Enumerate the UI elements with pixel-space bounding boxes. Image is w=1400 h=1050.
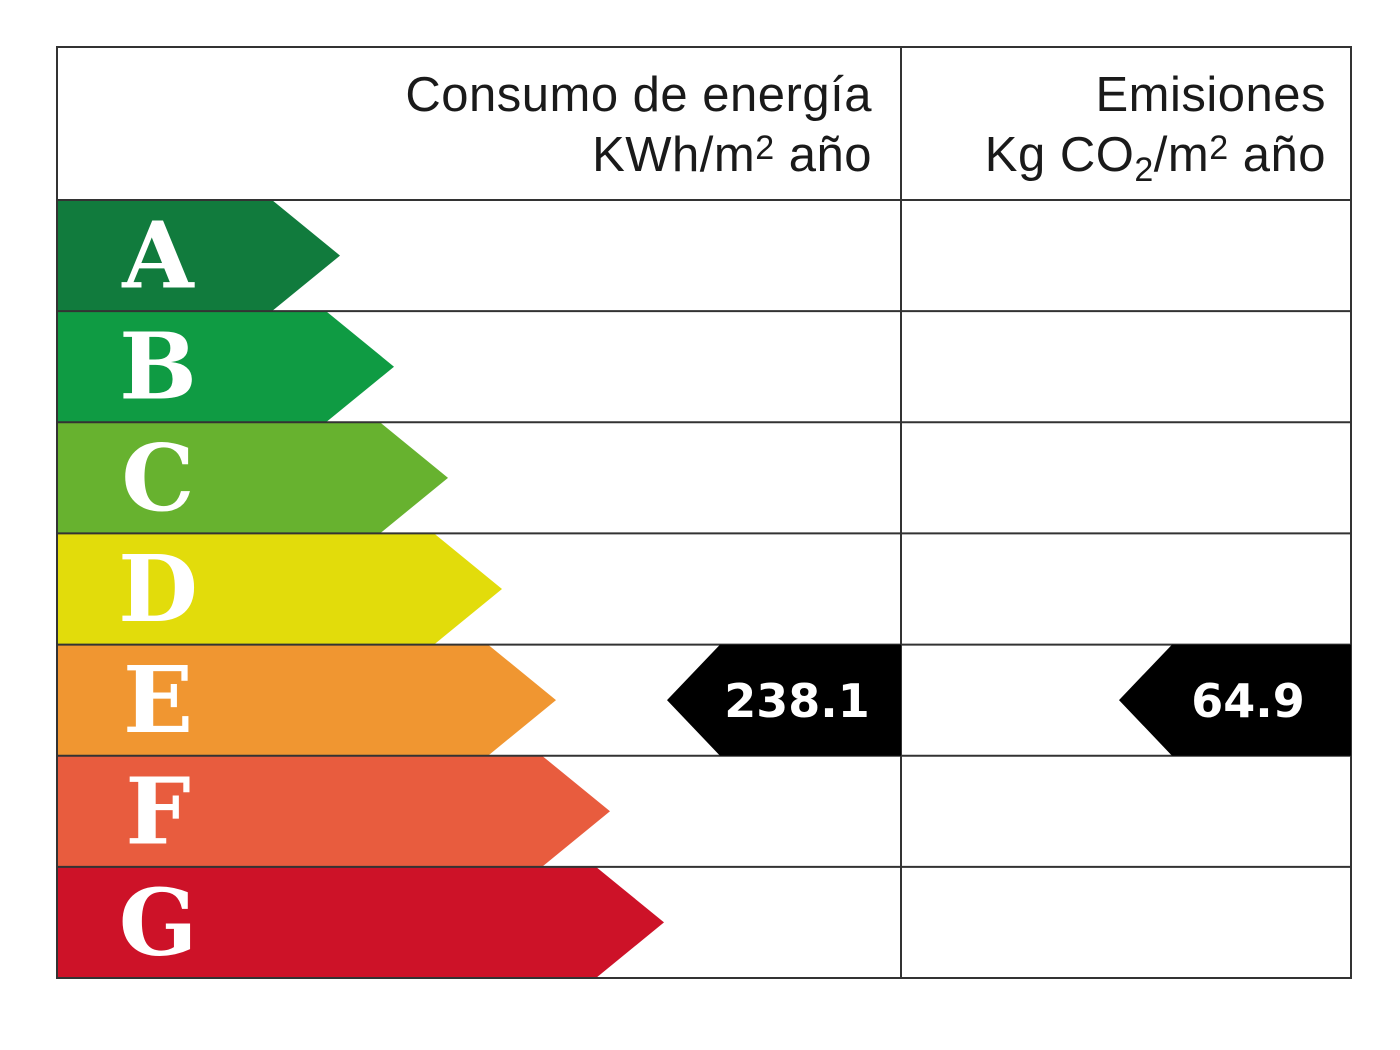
rating-arrow-g — [57, 866, 664, 978]
rating-letter-f: F — [125, 757, 190, 865]
energy-unit: KWh/m2 año — [592, 128, 872, 182]
energy-value-marker — [667, 644, 901, 756]
table-border — [56, 46, 1352, 979]
rating-letter-e: E — [123, 646, 193, 754]
emissions-value-marker — [1119, 644, 1351, 756]
rating-arrow-b — [57, 311, 394, 423]
rating-letter-g: G — [119, 868, 198, 976]
rating-arrow-d — [57, 533, 502, 645]
rating-letter-b: B — [119, 313, 197, 421]
rating-letter-d: D — [118, 535, 198, 643]
rating-letter-c: C — [121, 424, 194, 532]
rating-arrow-c — [57, 422, 448, 534]
rating-arrow-e — [57, 644, 556, 756]
energy-value: 238.1 — [724, 674, 870, 728]
emissions-title: Emisiones — [1095, 68, 1326, 122]
rating-arrow-f — [57, 755, 610, 867]
energy-header: Consumo de energía KWh/m2 año — [405, 65, 872, 185]
energy-title: Consumo de energía — [405, 68, 872, 122]
rating-letter-a: A — [121, 202, 195, 310]
emissions-header: Emisiones Kg CO2/m2 año — [984, 65, 1326, 189]
emissions-value: 64.9 — [1191, 674, 1305, 728]
rating-arrow-a — [57, 200, 340, 312]
emissions-unit: Kg CO2/m2 año — [984, 128, 1326, 189]
